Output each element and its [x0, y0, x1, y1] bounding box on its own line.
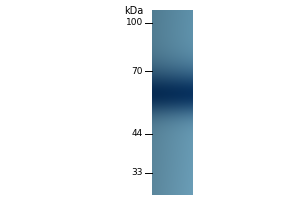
- Text: 33: 33: [131, 168, 143, 177]
- Text: 44: 44: [132, 129, 143, 138]
- Text: 70: 70: [131, 67, 143, 76]
- Text: kDa: kDa: [124, 6, 143, 16]
- Text: 100: 100: [126, 18, 143, 27]
